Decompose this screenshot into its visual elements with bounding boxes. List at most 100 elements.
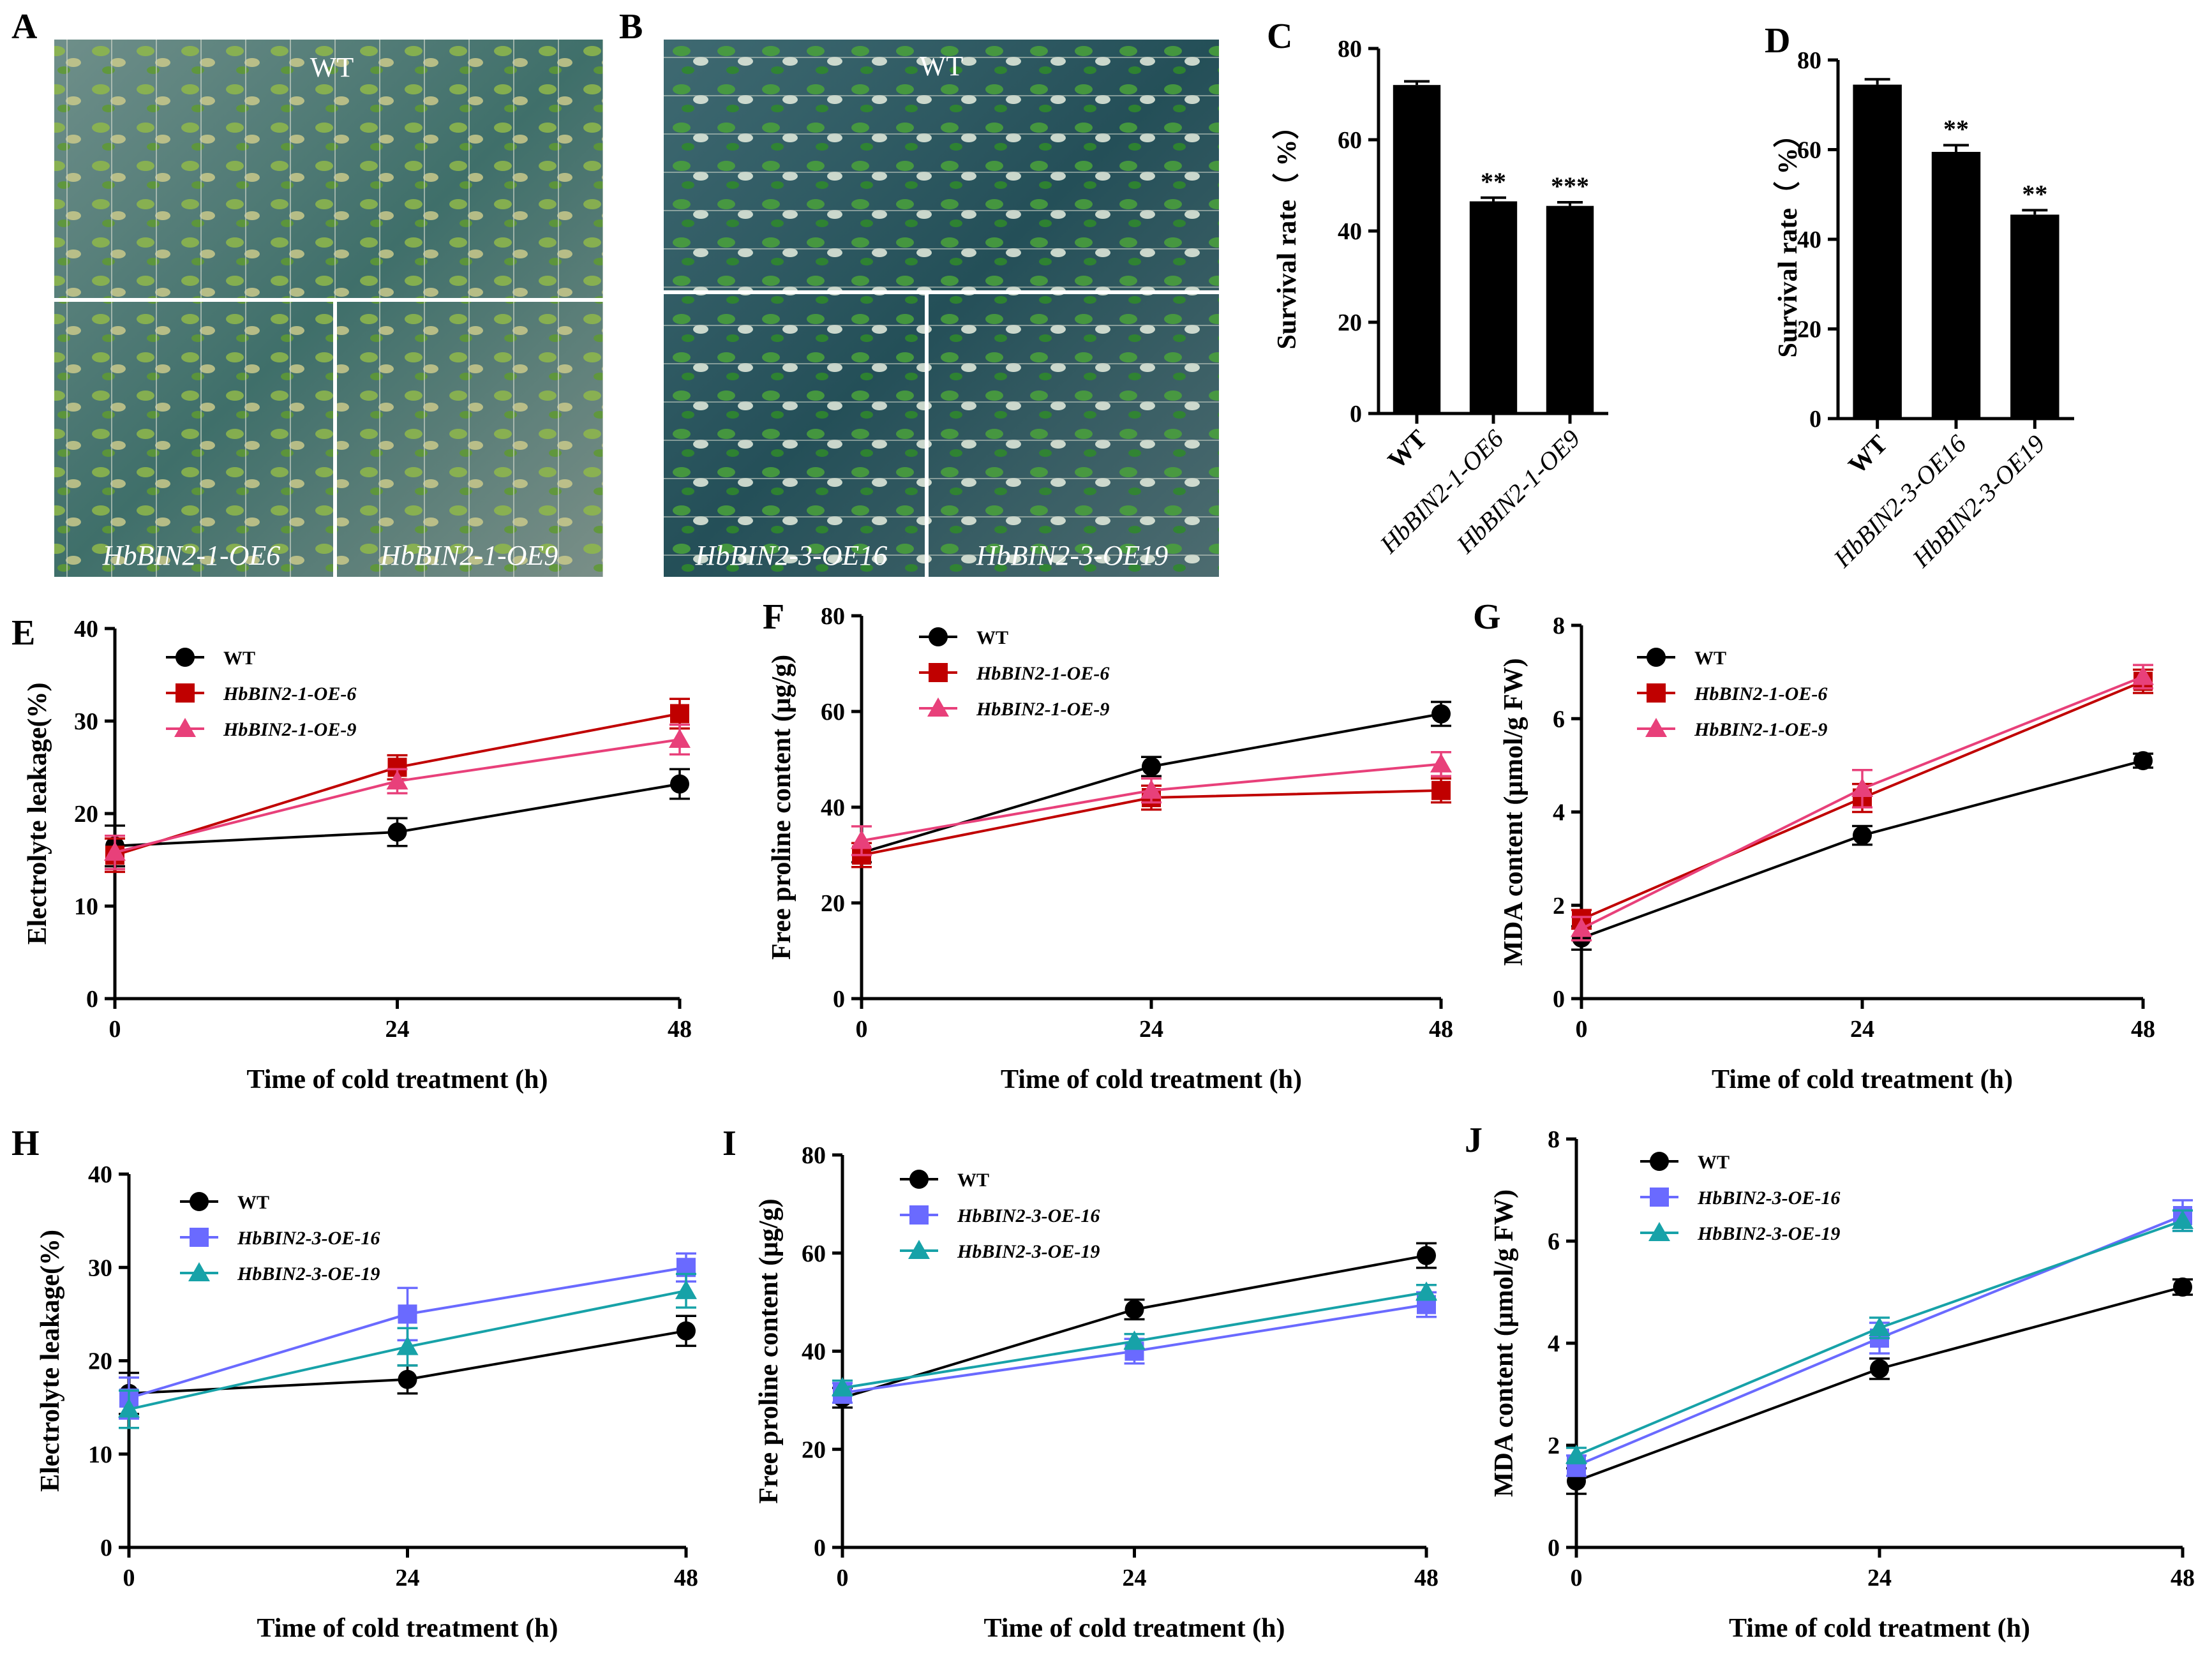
- x-tick-label: 0: [856, 1016, 868, 1043]
- data-point-circle: [1870, 1359, 1889, 1378]
- data-point-triangle: [118, 1398, 140, 1418]
- x-tick-label: 24: [1850, 1016, 1874, 1043]
- x-tick-label: 48: [2131, 1016, 2155, 1043]
- legend-label: HbBIN2-1-OE-6: [1694, 683, 1827, 704]
- data-point-triangle: [675, 1279, 697, 1299]
- y-tick-label: 0: [833, 986, 845, 1013]
- y-tick-label: 20: [802, 1436, 826, 1463]
- panel-letter-a: A: [11, 7, 38, 47]
- data-point-triangle: [851, 830, 872, 849]
- data-point-circle: [2134, 751, 2153, 771]
- y-tick-label: 2: [1553, 893, 1565, 920]
- y-tick-label: 30: [88, 1255, 112, 1281]
- line-chart-i: 0 20 40 60 80 I Free proline content (μg/g) 0 24…: [722, 1124, 1439, 1643]
- panel-letter: F: [763, 597, 784, 637]
- data-point-circle: [1647, 648, 1666, 667]
- panel-letter-b: B: [619, 7, 643, 47]
- data-point-circle: [676, 1321, 696, 1341]
- data-point-circle: [929, 627, 948, 646]
- y-axis-title: MDA content (μmol/g FW): [1499, 658, 1528, 965]
- bar: [2010, 214, 2059, 419]
- plate-a-left-label: HbBIN2-1-OE6: [102, 540, 281, 571]
- data-point-circle: [1417, 1246, 1436, 1265]
- data-point-triangle: [1869, 1317, 1890, 1336]
- data-point-circle: [398, 1369, 417, 1389]
- x-axis-title: Time of cold treatment (h): [983, 1614, 1285, 1643]
- data-point-triangle: [1140, 779, 1162, 799]
- data-point-triangle: [2132, 666, 2154, 685]
- y-tick-label: 20: [821, 890, 845, 917]
- y-tick-label: 40: [74, 616, 98, 643]
- y-axis-title: Electrolyte leakage(%): [36, 1230, 65, 1492]
- y-tick-label: 0: [1809, 406, 1821, 433]
- data-point-square: [398, 1304, 417, 1324]
- y-tick-label: 20: [1338, 309, 1362, 336]
- bar-chart-d: 0 20 40 60 80 D Survival rate（ %） WT ** HbBIN2-3-…: [1765, 21, 2074, 573]
- bar: [1393, 85, 1441, 413]
- line-chart-f: 0 20 40 60 80 F Free proline content (μg/g) 0 24…: [763, 597, 1453, 1094]
- y-tick-label: 80: [821, 603, 845, 630]
- data-point-circle: [2173, 1277, 2192, 1297]
- y-tick-label: 8: [1548, 1126, 1560, 1153]
- legend-label: HbBIN2-1-OE-9: [223, 719, 356, 740]
- significance-mark: **: [1481, 167, 1506, 196]
- data-point-circle: [1650, 1152, 1669, 1171]
- x-tick-label: 48: [2171, 1565, 2195, 1591]
- data-point-square: [929, 663, 948, 682]
- panel-letter: H: [11, 1124, 40, 1163]
- category-label: WT: [1382, 424, 1432, 474]
- data-point-square: [1650, 1188, 1669, 1207]
- panel-letter: C: [1267, 17, 1292, 56]
- data-point-square: [1431, 780, 1451, 800]
- data-point-triangle: [1123, 1330, 1146, 1350]
- plate-b-wt-label: WT: [920, 50, 964, 82]
- significance-mark: ***: [1551, 172, 1589, 200]
- x-axis-title: Time of cold treatment (h): [1001, 1065, 1302, 1094]
- data-point-square: [909, 1205, 929, 1225]
- y-tick-label: 80: [1797, 47, 1821, 74]
- photo-panel-a: A WT HbBIN2-1-OE6 HbBIN2-1-OE9: [11, 7, 603, 577]
- y-axis-title: Survival rate（ %）: [1773, 121, 1803, 358]
- data-point-triangle: [396, 1336, 419, 1355]
- y-tick-label: 0: [1548, 1535, 1560, 1561]
- y-tick-label: 0: [1553, 986, 1565, 1013]
- panel-letter: D: [1765, 21, 1790, 61]
- legend-label: HbBIN2-1-OE-9: [1694, 719, 1827, 740]
- x-tick-label: 48: [1429, 1016, 1453, 1043]
- y-axis-title: MDA content (μmol/g FW): [1490, 1189, 1519, 1497]
- legend-label: HbBIN2-3-OE-19: [1697, 1223, 1840, 1244]
- data-point-triangle: [908, 1240, 930, 1259]
- y-tick-label: 10: [88, 1441, 112, 1468]
- data-point-triangle: [1571, 918, 1592, 937]
- y-tick-label: 60: [821, 699, 845, 726]
- legend-label: HbBIN2-1-OE-6: [223, 683, 356, 704]
- y-tick-label: 10: [74, 893, 98, 920]
- data-point-triangle: [2172, 1210, 2193, 1229]
- plate-a-right-label: HbBIN2-1-OE9: [380, 540, 558, 571]
- y-tick-label: 40: [1338, 218, 1362, 245]
- y-tick-label: 8: [1553, 613, 1565, 639]
- data-point-circle: [176, 648, 195, 667]
- data-point-circle: [670, 774, 689, 794]
- series-line: [842, 1254, 1427, 1399]
- data-point-square: [670, 704, 689, 724]
- x-tick-label: 48: [674, 1565, 698, 1591]
- x-tick-label: 24: [385, 1016, 410, 1043]
- plate-a-seedlings: [54, 40, 603, 577]
- y-tick-label: 4: [1553, 800, 1565, 826]
- legend-label: HbBIN2-3-OE-16: [1697, 1188, 1840, 1209]
- line-chart-e: 0 10 20 30 40 E Electrolyte leakage(%) 0 24 48 Tim…: [11, 613, 692, 1094]
- data-point-triangle: [832, 1377, 853, 1397]
- x-axis-title: Time of cold treatment (h): [257, 1614, 558, 1643]
- data-point-square: [1647, 683, 1666, 703]
- legend-label: WT: [1694, 648, 1726, 669]
- legend-label: WT: [976, 627, 1008, 648]
- x-tick-label: 0: [1571, 1565, 1583, 1591]
- legend-label: WT: [957, 1170, 989, 1191]
- y-tick-label: 20: [74, 801, 98, 828]
- data-point-triangle: [104, 841, 126, 861]
- data-point-circle: [1142, 757, 1161, 777]
- x-tick-label: 0: [1576, 1016, 1588, 1043]
- data-point-circle: [1125, 1300, 1144, 1320]
